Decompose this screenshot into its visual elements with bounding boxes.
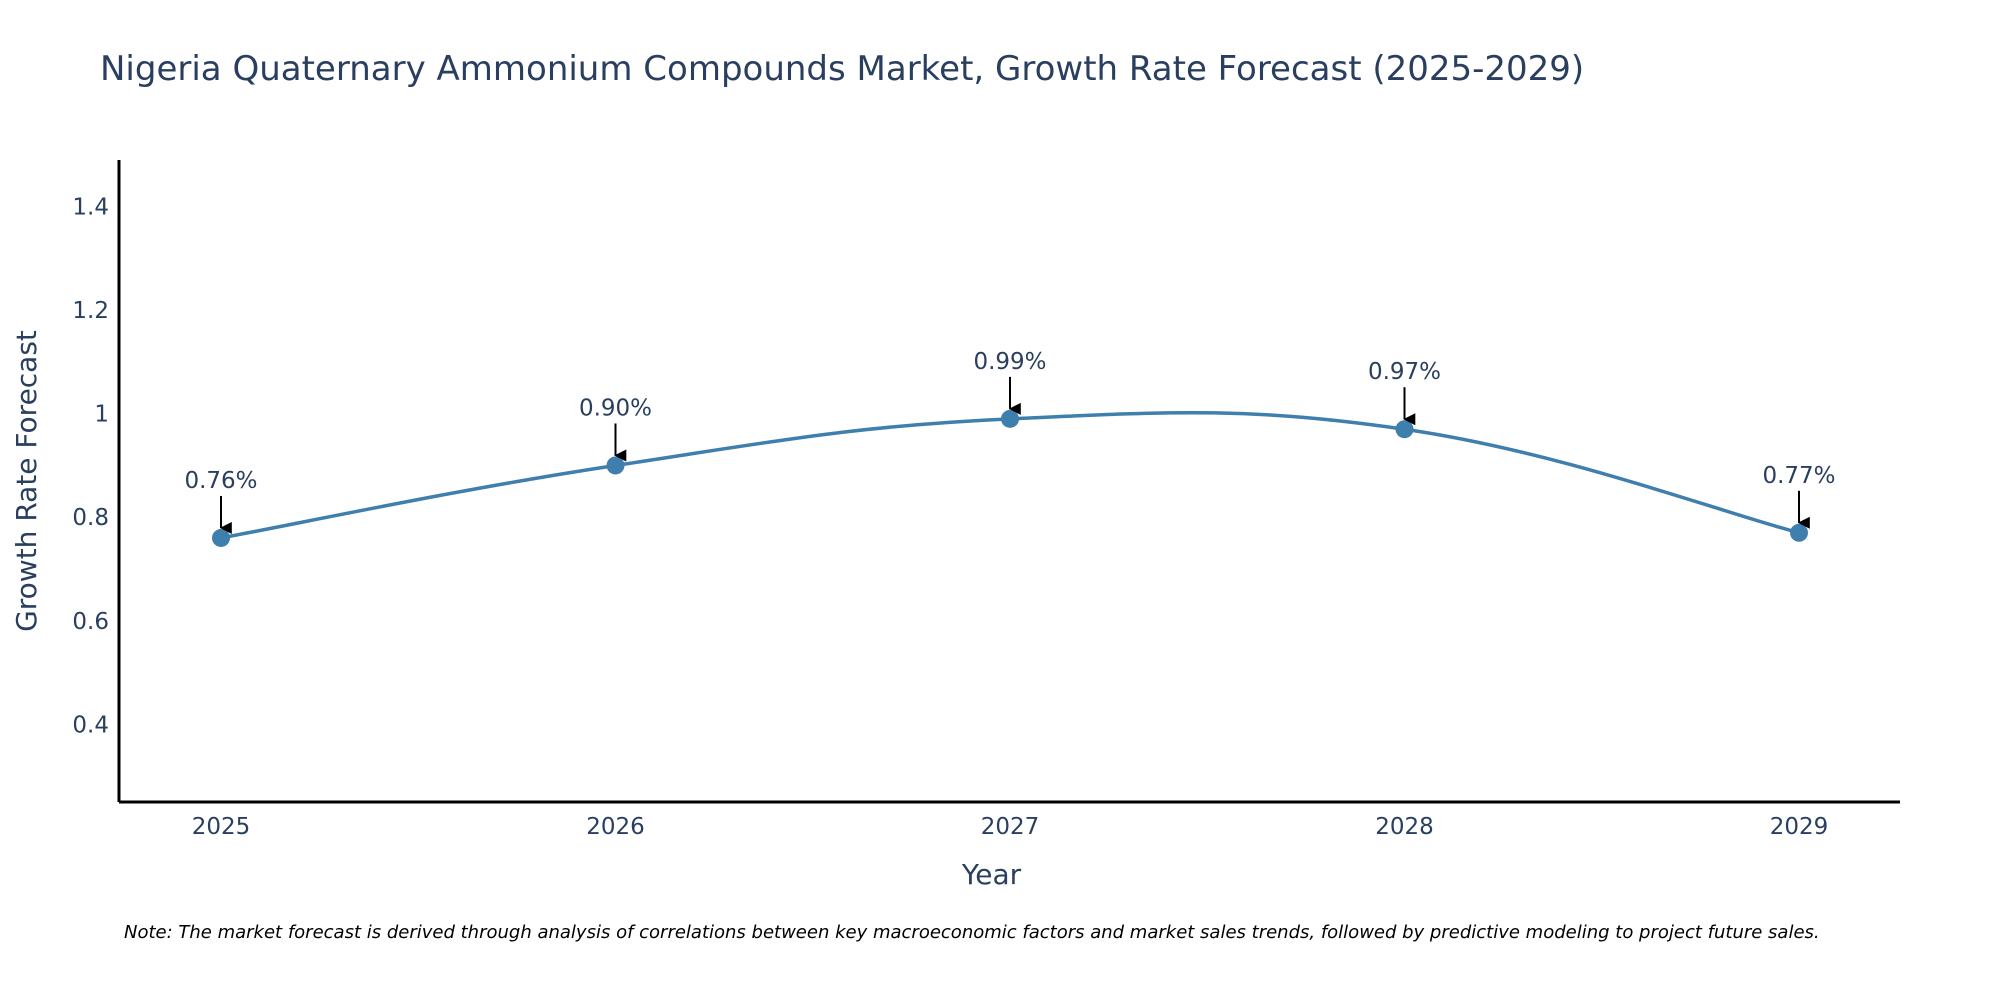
series-line bbox=[220, 410, 1800, 540]
data-label: 0.90% bbox=[579, 395, 652, 421]
y-tick-label: 0.8 bbox=[72, 505, 109, 531]
data-point-marker bbox=[606, 456, 625, 475]
y-tick-label: 1 bbox=[94, 402, 109, 428]
series-markers bbox=[212, 409, 1808, 547]
data-point-marker bbox=[1395, 420, 1414, 439]
y-tick-label: 1.4 bbox=[72, 195, 109, 221]
y-tick-label: 0.6 bbox=[72, 609, 109, 635]
y-tick-label: 0.4 bbox=[72, 712, 109, 738]
x-tick-label: 2027 bbox=[981, 814, 1040, 840]
data-label: 0.77% bbox=[1762, 463, 1835, 489]
x-axis-ticks: 2025 2026 2027 2028 2029 bbox=[192, 814, 1829, 840]
x-tick-label: 2028 bbox=[1375, 814, 1434, 840]
data-label: 0.99% bbox=[973, 349, 1046, 375]
x-tick-label: 2026 bbox=[586, 814, 645, 840]
y-axis-title: Growth Rate Forecast bbox=[10, 330, 43, 632]
data-annotations: 0.76% 0.90% 0.99% 0.97% 0.77% bbox=[184, 349, 1836, 534]
x-tick-label: 2029 bbox=[1770, 814, 1829, 840]
data-point-marker bbox=[1001, 409, 1019, 428]
data-label: 0.76% bbox=[184, 468, 257, 494]
data-point-marker bbox=[212, 528, 230, 547]
chart-title: Nigeria Quaternary Ammonium Compounds Ma… bbox=[100, 49, 1584, 89]
x-axis-title: Year bbox=[961, 858, 1022, 891]
data-point-marker bbox=[1790, 523, 1808, 542]
footnote: Note: The market forecast is derived thr… bbox=[124, 922, 1820, 943]
y-axis-ticks: 0.4 0.6 0.8 1 1.2 1.4 bbox=[72, 195, 109, 739]
y-tick-label: 1.2 bbox=[72, 298, 109, 324]
x-tick-label: 2025 bbox=[192, 814, 251, 840]
data-label: 0.97% bbox=[1368, 359, 1441, 385]
